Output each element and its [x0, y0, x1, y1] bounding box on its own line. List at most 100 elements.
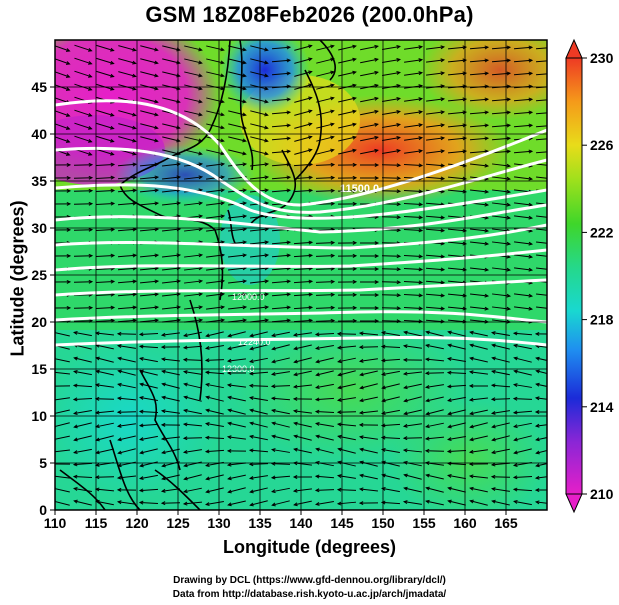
streamline-arrow — [491, 72, 511, 76]
streamline-arrow — [315, 397, 335, 401]
streamline-arrowhead — [249, 421, 254, 426]
streamline-arrowhead — [330, 162, 336, 167]
streamline-arrowhead — [528, 176, 534, 181]
streamline-arrowhead — [551, 137, 554, 140]
streamline-arrowhead — [513, 424, 518, 429]
streamline-arrowhead — [484, 58, 490, 63]
streamline-arrowhead — [73, 499, 78, 504]
streamline-arrowhead — [138, 409, 144, 414]
colorbar-tick-label: 210 — [590, 486, 614, 502]
streamline-arrow — [206, 71, 224, 77]
streamline-arrow — [426, 59, 444, 63]
streamline-arrowhead — [65, 152, 71, 156]
streamline-arrowhead — [116, 410, 122, 415]
streamline-arrow — [293, 189, 313, 193]
streamline-arrowhead — [359, 372, 364, 377]
streamline-arrowhead — [535, 463, 540, 468]
streamline-arrow — [404, 59, 422, 63]
streamline-arrow — [536, 254, 547, 257]
streamline-arrow — [491, 398, 511, 400]
streamline-arrow — [514, 267, 532, 271]
streamline-arrowhead — [513, 343, 518, 348]
streamline-arrowhead — [534, 396, 540, 401]
streamline-arrowhead — [205, 489, 210, 494]
streamline-arrowhead — [551, 72, 554, 75]
streamline-arrow — [228, 500, 246, 506]
streamline-arrow — [95, 176, 115, 180]
streamline-arrowhead — [264, 60, 269, 65]
streamline-arrowhead — [551, 255, 554, 258]
streamline-arrow — [272, 371, 290, 375]
streamline-arrow — [272, 344, 290, 350]
streamline-arrow — [162, 97, 180, 103]
streamline-arrow — [338, 149, 356, 155]
streamline-arrow — [536, 176, 547, 179]
streamline-arrow — [382, 137, 400, 141]
streamline-arrow — [95, 163, 115, 167]
streamline-arrow — [271, 137, 291, 141]
streamline-arrowhead — [424, 357, 430, 362]
streamline-arrowhead — [425, 473, 430, 478]
streamline-arrowhead — [418, 163, 424, 168]
streamline-arrowhead — [396, 97, 402, 101]
streamline-arrow — [228, 110, 246, 116]
streamline-arrowhead — [227, 408, 232, 413]
streamline-arrowhead — [264, 253, 270, 258]
streamline-arrowhead — [535, 369, 540, 374]
x-axis: 110 115 120 125 130 135 140 145 150 155 160 165 — [44, 510, 518, 531]
streamline-arrowhead — [418, 254, 424, 259]
streamline-arrow — [228, 384, 246, 388]
streamline-arrowhead — [110, 73, 115, 78]
streamline-arrow — [162, 71, 180, 77]
streamline-arrow — [469, 59, 489, 63]
streamline-arrowhead — [330, 135, 335, 140]
streamline-arrowhead — [330, 188, 336, 193]
streamline-arrow — [338, 71, 356, 77]
streamline-arrow — [514, 215, 532, 219]
streamline-arrow — [315, 242, 335, 244]
streamline-arrow — [514, 241, 532, 245]
streamline-arrowhead — [286, 253, 292, 258]
streamline-arrow — [447, 267, 467, 271]
streamline-arrowhead — [66, 201, 72, 206]
streamline-arrowhead — [440, 123, 446, 128]
streamline-arrowhead — [512, 410, 518, 415]
streamline-arrowhead — [65, 87, 71, 91]
streamline-arrowhead — [271, 408, 276, 413]
streamline-arrow — [360, 71, 378, 77]
streamline-arrowhead — [242, 112, 247, 117]
streamline-arrowhead — [336, 487, 342, 492]
streamline-arrowhead — [418, 189, 424, 194]
streamline-arrowhead — [535, 450, 540, 455]
streamline-arrowhead — [160, 488, 166, 493]
x-tick-label: 165 — [494, 515, 518, 531]
streamline-arrowhead — [264, 305, 270, 310]
streamline-arrowhead — [551, 177, 554, 180]
streamline-arrow — [315, 294, 335, 296]
streamline-arrowhead — [418, 267, 424, 272]
streamline-arrowhead — [484, 110, 490, 115]
streamline-arrow — [514, 384, 532, 388]
streamline-arrow — [74, 109, 92, 117]
streamline-arrow — [73, 307, 93, 309]
streamline-arrowhead — [116, 396, 122, 401]
streamline-arrowhead — [286, 149, 292, 154]
streamline-arrow — [96, 148, 114, 156]
streamline-arrow — [491, 46, 511, 50]
streamline-arrow — [492, 488, 510, 492]
streamline-arrow — [206, 189, 224, 193]
streamline-arrowhead — [352, 70, 357, 75]
streamline-arrow — [426, 409, 444, 415]
streamline-arrowhead — [270, 475, 276, 480]
streamline-arrowhead — [198, 253, 204, 258]
streamline-arrow — [271, 397, 291, 401]
streamline-arrowhead — [154, 125, 159, 130]
streamline-arrow — [469, 137, 489, 141]
streamline-arrowhead — [506, 123, 512, 128]
streamline-arrow — [140, 474, 158, 480]
streamline-arrow — [95, 319, 115, 323]
streamline-arrow — [513, 98, 533, 102]
streamline-arrowhead — [315, 434, 320, 439]
streamline-arrowhead — [88, 227, 94, 232]
streamline-arrow — [536, 228, 547, 231]
